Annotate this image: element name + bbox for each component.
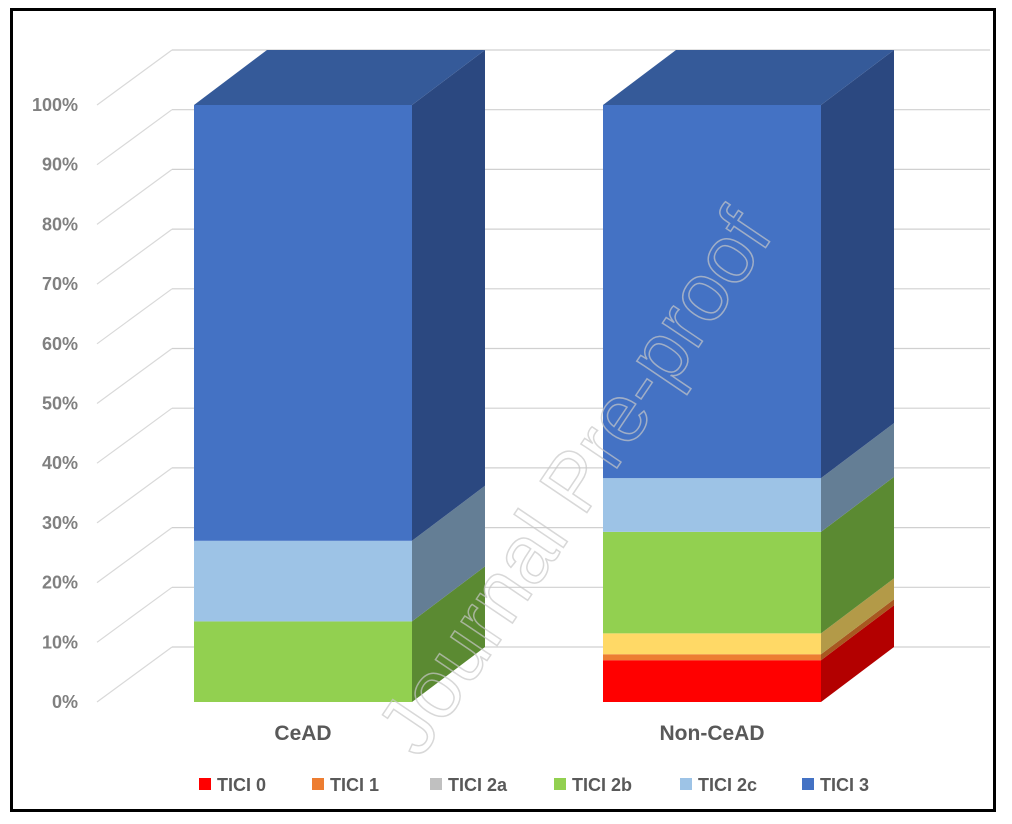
y-tick-label: 90% — [42, 155, 78, 175]
bar-segment-side — [821, 476, 894, 634]
gridline-depth — [96, 467, 173, 524]
gridline-depth — [96, 586, 173, 643]
bar-segment-front — [603, 660, 821, 702]
gridline-depth — [96, 168, 173, 225]
bar-segment — [603, 476, 894, 634]
bars — [194, 50, 894, 702]
bar-segment-front — [603, 531, 821, 634]
legend-label: TICI 2a — [448, 775, 508, 795]
bar-segment-front — [603, 633, 821, 655]
gridline-depth — [96, 348, 173, 404]
legend-swatch — [554, 778, 566, 790]
bar-segment-side — [412, 485, 485, 622]
bar-segment-side — [821, 423, 894, 532]
bar-segment-side — [412, 566, 485, 702]
bar-segment — [603, 605, 894, 702]
gridline-depth — [96, 527, 173, 584]
gridline-depth — [96, 407, 173, 464]
x-category-label: CeAD — [274, 722, 331, 745]
bar-segment-top — [194, 50, 485, 105]
bar-segment-side — [821, 50, 894, 479]
gridline-depth — [96, 228, 173, 285]
y-tick-label: 30% — [42, 513, 78, 533]
y-tick-label: 50% — [42, 394, 78, 414]
gridline-depth — [96, 288, 173, 345]
bar-segment-side — [821, 599, 894, 661]
bar-segment — [194, 566, 485, 702]
bar-segment-front — [194, 540, 412, 622]
y-axis-ticks: 0% 10% 20% 30% 40% 50% 60% 70% 80% 90% 100% — [32, 95, 78, 712]
x-category-label: Non-CeAD — [660, 722, 765, 745]
bar-segment — [603, 599, 894, 661]
y-tick-label: 40% — [42, 453, 78, 473]
bar-segment-side — [821, 578, 894, 655]
legend-item: TICI 2b — [554, 775, 632, 795]
legend-swatch — [802, 778, 814, 790]
gridline-depth — [96, 49, 173, 106]
bar-segment-front — [603, 105, 821, 479]
legend-item: TICI 2a — [430, 775, 508, 795]
legend-label: TICI 2b — [572, 775, 632, 795]
legend-swatch — [312, 778, 324, 790]
bar-segment-front — [194, 105, 412, 541]
y-tick-label: 10% — [42, 632, 78, 652]
bar-segment — [603, 50, 894, 479]
bar-segment — [603, 578, 894, 655]
legend-swatch — [680, 778, 692, 790]
legend-swatch — [430, 778, 442, 790]
x-axis-categories: CeAD Non-CeAD — [274, 722, 764, 745]
legend-label: TICI 1 — [330, 775, 379, 795]
bar-segment-front — [194, 621, 412, 702]
y-tick-label: 20% — [42, 573, 78, 593]
y-tick-label: 100% — [32, 95, 78, 115]
legend-item: TICI 3 — [802, 775, 869, 795]
legend-swatch — [199, 778, 211, 790]
bar-segment-side — [821, 605, 894, 702]
legend-label: TICI 3 — [820, 775, 869, 795]
bar-segment-front — [603, 654, 821, 661]
y-tick-label: 0% — [52, 692, 78, 712]
bar-segment-top — [603, 50, 894, 105]
bar-segment-side — [412, 50, 485, 541]
legend: TICI 0 TICI 1 TICI 2a TICI 2b TICI 2c TICI 3 — [199, 775, 869, 795]
legend-label: TICI 0 — [217, 775, 266, 795]
legend-item: TICI 0 — [199, 775, 266, 795]
legend-item: TICI 2c — [680, 775, 757, 795]
bar-segment — [194, 485, 485, 622]
bar-segment — [603, 423, 894, 532]
y-tick-label: 60% — [42, 334, 78, 354]
y-tick-label: 70% — [42, 274, 78, 294]
gridline-depth — [96, 109, 173, 166]
bar-segment-front — [603, 478, 821, 532]
y-tick-label: 80% — [42, 214, 78, 234]
legend-label: TICI 2c — [698, 775, 757, 795]
legend-item: TICI 1 — [312, 775, 379, 795]
bar-segment — [194, 50, 485, 541]
gridline-depth — [96, 646, 173, 703]
